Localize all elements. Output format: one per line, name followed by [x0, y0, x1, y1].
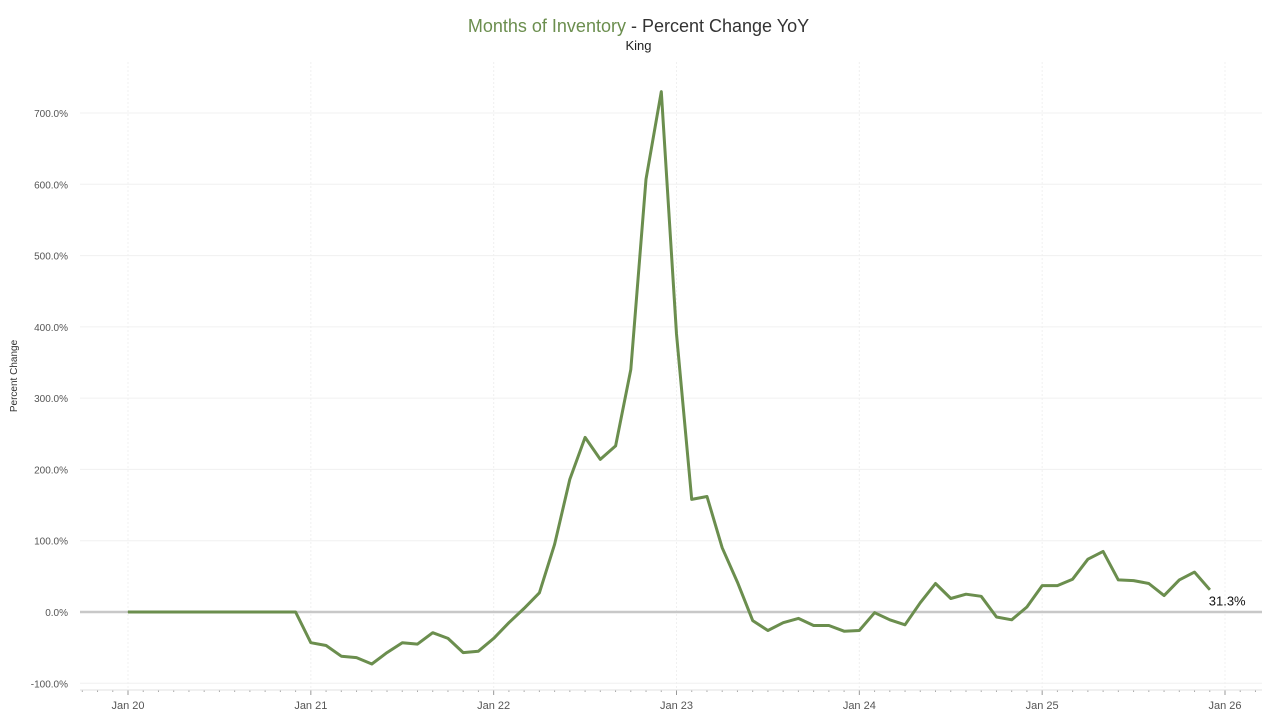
data-point — [508, 622, 510, 624]
y-tick-label: 0.0% — [45, 608, 68, 619]
data-point — [706, 496, 708, 498]
data-point — [1117, 579, 1119, 581]
data-point — [1133, 580, 1135, 582]
y-tick-label: 200.0% — [34, 465, 68, 476]
data-point — [523, 607, 525, 609]
data-point — [416, 643, 418, 645]
data-point — [965, 593, 967, 595]
data-point — [386, 652, 388, 654]
data-point — [950, 597, 952, 599]
data-point — [1087, 558, 1089, 560]
data-point — [538, 592, 540, 594]
data-point — [813, 625, 815, 627]
data-point — [736, 581, 738, 583]
data-point — [660, 91, 662, 93]
data-point — [249, 611, 251, 613]
data-point — [1011, 619, 1013, 621]
data-point — [340, 655, 342, 657]
data-point — [477, 650, 479, 652]
data-point — [432, 632, 434, 634]
data-point — [554, 543, 556, 545]
data-point — [188, 611, 190, 613]
series-line — [128, 90, 1211, 666]
data-point — [584, 436, 586, 438]
data-point — [218, 611, 220, 613]
title-rest: - Percent Change YoY — [625, 16, 810, 36]
data-point — [447, 637, 449, 639]
y-tick-label: 500.0% — [34, 252, 68, 263]
data-point — [630, 369, 632, 371]
data-point — [234, 611, 236, 613]
y-tick-label: 100.0% — [34, 537, 68, 548]
data-point — [797, 617, 799, 619]
x-tick-label: Jan 23 — [660, 700, 693, 712]
data-point — [919, 602, 921, 604]
data-point — [569, 478, 571, 480]
y-axis-label: Percent Change — [9, 339, 20, 412]
data-point — [401, 642, 403, 644]
data-point — [462, 652, 464, 654]
data-point — [1194, 571, 1196, 573]
data-point — [889, 619, 891, 621]
x-tick-label: Jan 22 — [477, 700, 510, 712]
data-point — [264, 611, 266, 613]
data-point — [691, 498, 693, 500]
data-point — [935, 582, 937, 584]
x-tick-label: Jan 25 — [1026, 700, 1059, 712]
x-tick-label: Jan 26 — [1208, 700, 1241, 712]
data-point — [142, 611, 144, 613]
data-point — [858, 630, 860, 632]
data-point — [157, 611, 159, 613]
data-point — [1072, 578, 1074, 580]
x-tick-label: Jan 21 — [294, 700, 327, 712]
data-point — [843, 630, 845, 632]
y-tick-label: -100.0% — [31, 679, 68, 690]
title-highlight: Months of Inventory — [467, 16, 626, 36]
data-point — [676, 333, 677, 335]
data-point — [1056, 585, 1058, 587]
data-point — [325, 645, 327, 647]
data-point — [1163, 595, 1165, 597]
data-point — [721, 547, 723, 549]
y-tick-label: 600.0% — [34, 180, 68, 191]
data-point — [828, 625, 830, 627]
data-point — [493, 637, 495, 639]
data-point — [1026, 606, 1028, 608]
data-point — [782, 622, 784, 624]
data-point — [371, 663, 373, 665]
data-point — [599, 458, 601, 460]
data-point — [904, 624, 906, 626]
x-tick-label: Jan 20 — [111, 700, 144, 712]
x-tick-label: Jan 24 — [843, 700, 876, 712]
data-point — [1209, 589, 1211, 591]
data-point — [127, 611, 129, 613]
data-point — [645, 178, 647, 180]
data-point — [356, 657, 358, 659]
data-point — [752, 620, 754, 622]
data-point — [767, 630, 769, 632]
data-point — [279, 611, 281, 613]
data-point — [1178, 579, 1180, 581]
data-point — [203, 611, 205, 613]
y-tick-label: 300.0% — [34, 394, 68, 405]
data-point — [1041, 585, 1043, 587]
data-point — [1148, 582, 1150, 584]
data-point — [874, 612, 876, 614]
chart-subtitle: King — [625, 38, 652, 53]
data-point — [295, 611, 297, 613]
end-value-label: 31.3% — [1209, 594, 1246, 609]
data-point — [980, 595, 982, 597]
y-tick-label: 700.0% — [34, 109, 68, 120]
data-point — [173, 611, 175, 613]
y-tick-label: 400.0% — [34, 323, 68, 334]
data-point — [310, 642, 312, 644]
chart-title: Months of Inventory - Percent Change YoY — [0, 16, 1277, 37]
data-point — [1102, 550, 1104, 552]
data-point — [995, 616, 997, 618]
data-point — [615, 445, 617, 447]
